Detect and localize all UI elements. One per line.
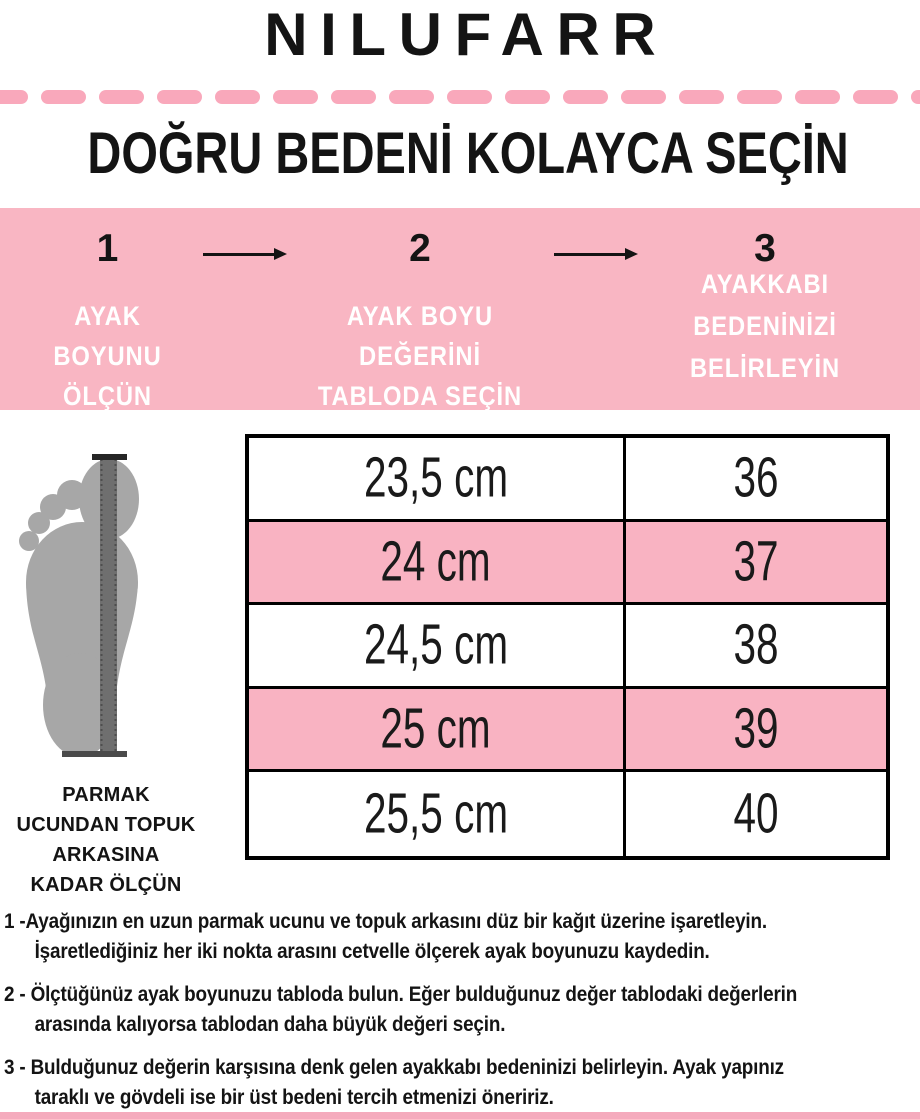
footprint-icon	[19, 454, 139, 757]
arrow-shaft	[554, 253, 629, 256]
step-3-label: AYAKKABI BEDENİNİZİ BELİRLEYİN	[689, 269, 841, 383]
foot-shape	[19, 459, 139, 757]
foot-length-cell: 25 cm	[249, 688, 626, 773]
divider-dash	[389, 90, 434, 104]
step-2-number: 2	[409, 227, 431, 270]
shoe-size-cell: 40	[626, 772, 886, 856]
arrow-right-icon	[203, 248, 287, 262]
shoe-size-cell-text: 40	[733, 782, 779, 846]
foot-length-cell: 24 cm	[249, 521, 626, 606]
foot-length-cell-text: 24,5 cm	[363, 614, 509, 677]
divider-dash	[157, 90, 202, 104]
divider-dash	[273, 90, 318, 104]
step-1-label: AYAK BOYUNU ÖLÇÜN	[53, 301, 162, 411]
shoe-size-cell-text: 39	[733, 697, 779, 761]
foot-caption: PARMAK UCUNDAN TOPUK ARKASINA KADAR ÖLÇÜ…	[16, 784, 196, 896]
instruction-3: 3 - Bulduğunuz değerin karşısına denk ge…	[4, 1056, 784, 1109]
step-3-number: 3	[754, 227, 776, 270]
dashed-divider	[0, 90, 920, 104]
arrow-head	[274, 248, 287, 260]
brand-logo: NILUFARR	[264, 1, 669, 68]
foot-length-cell-text: 25,5 cm	[363, 782, 509, 846]
foot-length-cell: 24,5 cm	[249, 605, 626, 689]
divider-dash	[99, 90, 144, 104]
divider-dash	[911, 90, 920, 104]
instruction-1: 1 -Ayağınızın en uzun parmak ucunu ve to…	[4, 910, 767, 963]
divider-dash	[563, 90, 608, 104]
divider-dash	[331, 90, 376, 104]
page-title: DOĞRU BEDENİ KOLAYCA SEÇİN	[87, 121, 849, 186]
divider-dash	[505, 90, 550, 104]
arrow-right-icon	[554, 248, 638, 262]
shoe-size-cell: 37	[626, 521, 886, 606]
arrow-shaft	[203, 253, 278, 256]
instruction-2: 2 - Ölçtüğünüz ayak boyunuzu tabloda bul…	[4, 983, 798, 1036]
shoe-size-cell-text: 38	[733, 614, 779, 677]
step-1-number: 1	[96, 227, 119, 270]
divider-dash	[679, 90, 724, 104]
foot-length-cell: 25,5 cm	[249, 772, 626, 856]
shoe-size-cell: 36	[626, 438, 886, 522]
divider-dash	[621, 90, 666, 104]
steps-banner: 1 AYAK BOYUNU ÖLÇÜN 2 AYAK BOYU DEĞERİNİ…	[0, 208, 920, 412]
ruler-icon	[62, 454, 127, 757]
divider-dash	[41, 90, 86, 104]
shoe-size-cell-text: 36	[733, 447, 779, 510]
divider-dash	[853, 90, 898, 104]
foot-length-cell-text: 23,5 cm	[363, 447, 509, 510]
divider-dash	[0, 90, 28, 104]
foot-length-cell-text: 24 cm	[380, 530, 492, 594]
step-1: 1 AYAK BOYUNU ÖLÇÜN	[5, 208, 210, 412]
shoe-size-cell-text: 37	[733, 530, 779, 594]
foot-length-cell: 23,5 cm	[249, 438, 626, 522]
divider-dash	[795, 90, 840, 104]
instructions: 1 -Ayağınızın en uzun parmak ucunu ve to…	[4, 907, 920, 1119]
step-2: 2 AYAK BOYU DEĞERİNİ TABLODA SEÇİN	[270, 208, 570, 412]
bottom-pink-strip	[0, 1112, 920, 1119]
step-2-label: AYAK BOYU DEĞERİNİ TABLODA SEÇİN	[317, 301, 523, 411]
foot-length-cell-text: 25 cm	[380, 697, 492, 761]
arrow-head	[625, 248, 638, 260]
divider-dash	[447, 90, 492, 104]
shoe-size-cell: 38	[626, 605, 886, 689]
shoe-size-cell: 39	[626, 688, 886, 773]
divider-dash	[215, 90, 260, 104]
step-3: 3 AYAKKABI BEDENİNİZİ BELİRLEYİN	[645, 208, 885, 410]
size-table: 23,5 cm 36 24 cm 37 24,5 cm 38 25 cm 39 25,5 cm 4…	[245, 434, 890, 860]
divider-dash	[737, 90, 782, 104]
